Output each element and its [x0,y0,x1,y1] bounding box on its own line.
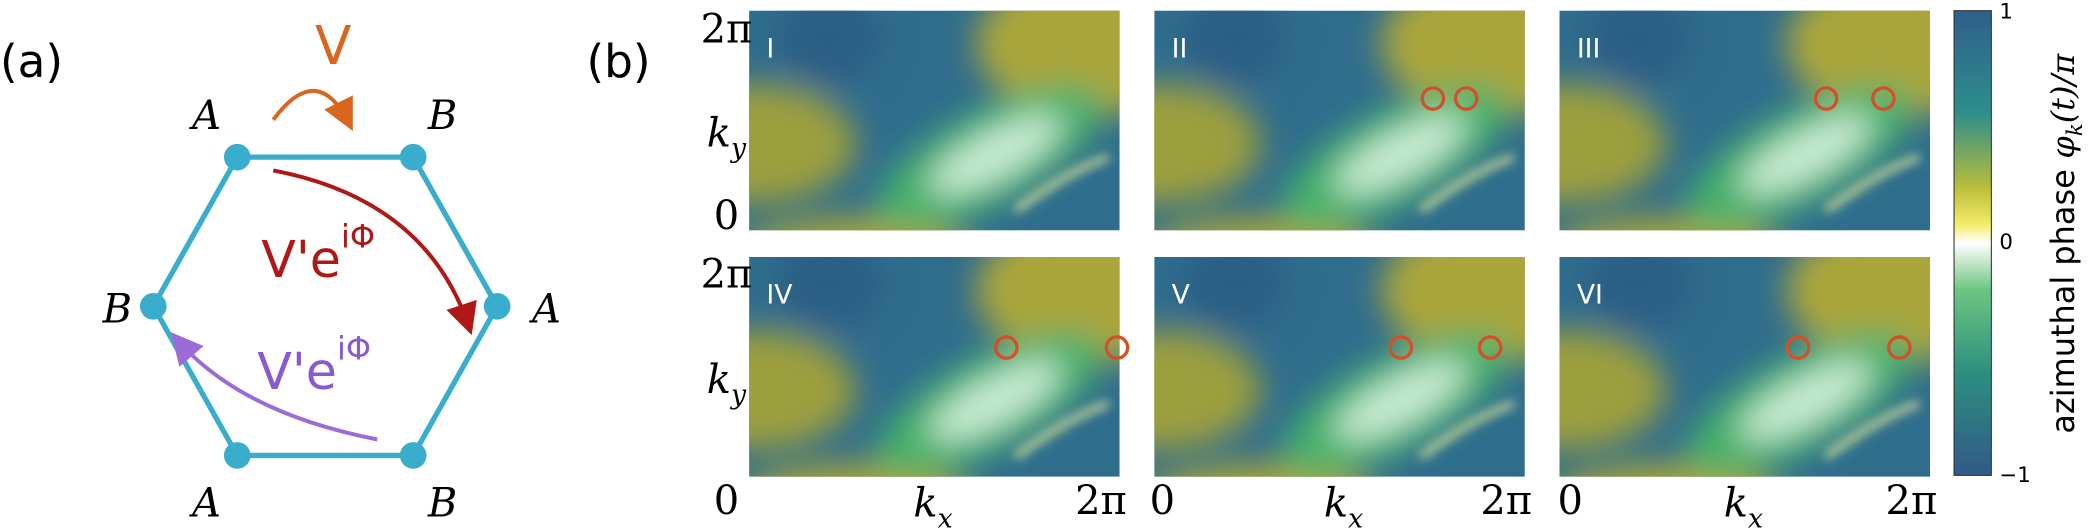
site-label: A [528,286,561,332]
hopping-arrow [272,168,477,336]
panel-number: II [1172,33,1188,64]
hopping-label: V'eiΦ [261,218,375,289]
y-axis-label: ky [707,357,747,411]
hopping-label: V'eiΦ [257,330,371,401]
x-tick-label: 2π [1480,478,1532,524]
axis-symbol: k [707,110,731,156]
panel-number: I [766,33,774,64]
site-label: A [188,93,221,139]
x-tick-label: 2π [1886,478,1938,524]
site-label: B [427,93,457,139]
x-tick-label: 0 [714,478,739,524]
hopping-arrow [271,88,353,131]
phase-maps [656,0,2013,530]
axis-sub: x [938,503,953,530]
sites [139,143,511,469]
axis-sub: x [1748,503,1763,530]
colorbar-tick: 1 [1999,0,2013,25]
hopping-sup: iΦ [337,330,371,368]
x-tick-label: 2π [1075,478,1127,524]
site-label: A [188,481,221,527]
markers [994,86,1912,360]
panel-number: V [1172,280,1190,311]
colorbar-rest: (t)/π [2044,53,2082,124]
x-axis-label: kx [913,481,952,530]
hopping-arrow [170,332,378,442]
site-label: B [102,286,132,332]
axis-symbol: k [913,481,937,527]
axis-sub: y [730,380,747,411]
panel-label: (a) [0,35,63,88]
hopping-base: V'e [257,342,337,401]
axis-sub: y [730,133,747,164]
colorbar-text: azimuthal phase [2044,169,2082,433]
site-label: B [427,481,457,527]
colorbar-sub: k [2063,123,2088,136]
y-tick-label: 2π [701,7,753,53]
y-tick-label: 2π [701,252,753,298]
y-tick-label: 0 [714,193,739,239]
colorbar [1953,10,1992,476]
axis-sub: x [1348,503,1363,530]
colorbar-symbol: φ [2044,136,2082,159]
hexagon [150,154,501,459]
colorbar-tick: 0 [1999,230,2013,255]
colorbar-tick: −1 [1999,463,2030,488]
panel-number: IV [766,280,792,311]
panel-label: (b) [586,35,650,88]
hopping-base: V'e [261,230,341,289]
panel-number: VI [1577,280,1603,311]
hopping-label: V [315,15,351,77]
x-axis-label: kx [1324,481,1363,530]
hopping-sup: iΦ [341,218,375,256]
colorbar-label: azimuthal phase φk(t)/π [2044,53,2088,434]
axis-symbol: k [707,357,731,403]
y-axis-label: ky [707,110,747,164]
panel-number: III [1577,33,1601,64]
x-tick-label: 0 [1150,478,1175,524]
x-axis-label: kx [1724,481,1763,530]
x-tick-label: 0 [1557,478,1582,524]
axis-symbol: k [1724,481,1748,527]
axis-symbol: k [1324,481,1348,527]
